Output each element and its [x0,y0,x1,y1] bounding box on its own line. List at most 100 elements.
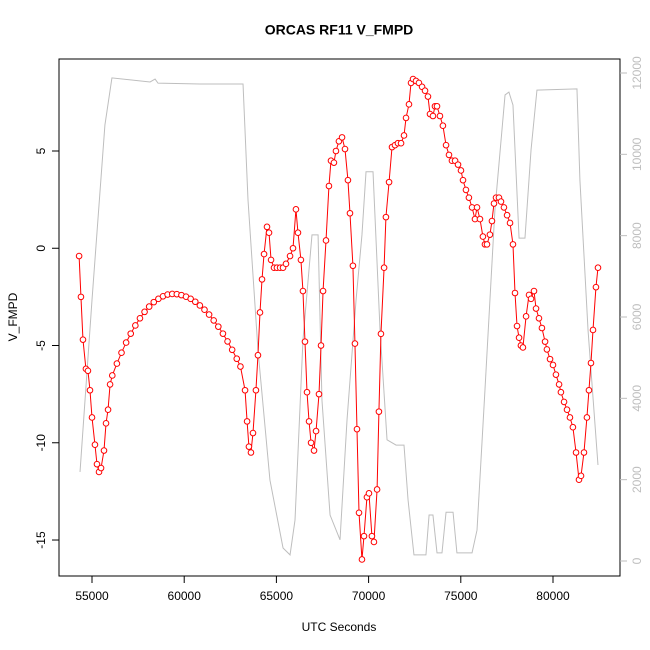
data-point [258,276,266,283]
data-point [187,295,194,303]
data-point [100,447,108,454]
y-tick-label: -15 [34,531,48,549]
data-point [122,339,130,346]
data-point [445,151,453,159]
plot-frame [58,58,621,577]
data-point [442,141,450,149]
x-tick-label: 60000 [168,589,202,603]
data-point [563,406,571,413]
data-point [132,322,139,329]
data-point [332,147,340,155]
data-point [338,134,346,141]
data-point [84,367,92,375]
data-point [245,443,253,450]
chart-title: ORCAS RF11 V_FMPD [265,22,414,38]
x-axis-label: UTC Seconds [302,620,377,634]
data-point [589,326,597,334]
x-tick-label: 70000 [352,589,386,603]
data-point [552,371,560,378]
data-point [205,311,213,318]
data-point [265,229,273,236]
data-point [191,298,199,306]
y2-tick-label: 4000 [630,385,644,412]
data-point [267,256,275,264]
data-point [243,418,251,425]
data-point [286,252,294,260]
data-point [488,217,496,225]
data-point [136,314,144,322]
data-point [358,556,366,563]
data-point [368,532,376,540]
data-point [355,509,363,517]
data-point [330,159,338,166]
data-point [351,340,359,347]
data-point [538,324,546,332]
data-point [382,213,390,221]
data-point [233,355,241,363]
data-point [532,305,540,312]
data-point [541,338,549,345]
data-point [93,460,101,468]
data-point [102,420,110,427]
data-point [580,449,588,456]
data-point [421,87,429,95]
data-point [312,427,320,435]
data-point [555,381,563,388]
data-point [237,363,244,370]
data-point [346,209,354,217]
x-tick-label: 55000 [75,589,109,603]
data-point [256,309,264,316]
data-point [315,390,323,398]
data-point [307,439,315,447]
data-point [546,355,554,363]
data-point [377,330,385,338]
data-point [305,418,313,425]
y2-tick-label: 8000 [630,222,644,249]
data-point [454,161,462,168]
data-point [145,303,153,310]
data-point [476,215,484,223]
series-line [79,77,599,556]
y-tick-label: -5 [34,340,48,351]
data-point [433,102,441,110]
data-point [319,287,327,295]
y2-tick-label: 12000 [630,56,644,90]
data-point [247,449,255,456]
y-tick-label: 5 [34,147,48,154]
data-point [310,447,318,454]
data-point [86,386,94,394]
data-point [566,414,574,421]
data-point [397,139,405,147]
data-point [594,264,602,272]
data-point [569,423,577,431]
data-point [530,287,538,295]
data-point [260,250,268,258]
data-point [317,342,325,349]
data-point [577,472,585,480]
data-point [380,264,388,272]
data-point [341,145,349,153]
data-point [254,351,262,359]
data-point [219,330,227,337]
data-point [560,398,568,406]
data-point [405,101,413,108]
data-point [325,182,333,190]
y2-tick-label: 6000 [630,303,644,330]
data-point [141,308,148,316]
data-point [127,330,135,337]
data-point [322,237,330,244]
data-point [500,204,508,211]
data-point [375,408,383,415]
data-point [252,386,260,394]
y-axis-label: V_FMPD [6,292,20,341]
y2-tick-label: 2000 [630,466,644,493]
data-point [473,204,481,211]
data-point [370,538,378,546]
data-point [509,241,517,248]
data-point [402,114,410,122]
x-tick-label: 80000 [536,589,570,603]
data-point [215,323,222,330]
data-point [479,233,487,240]
data-point [349,262,357,270]
